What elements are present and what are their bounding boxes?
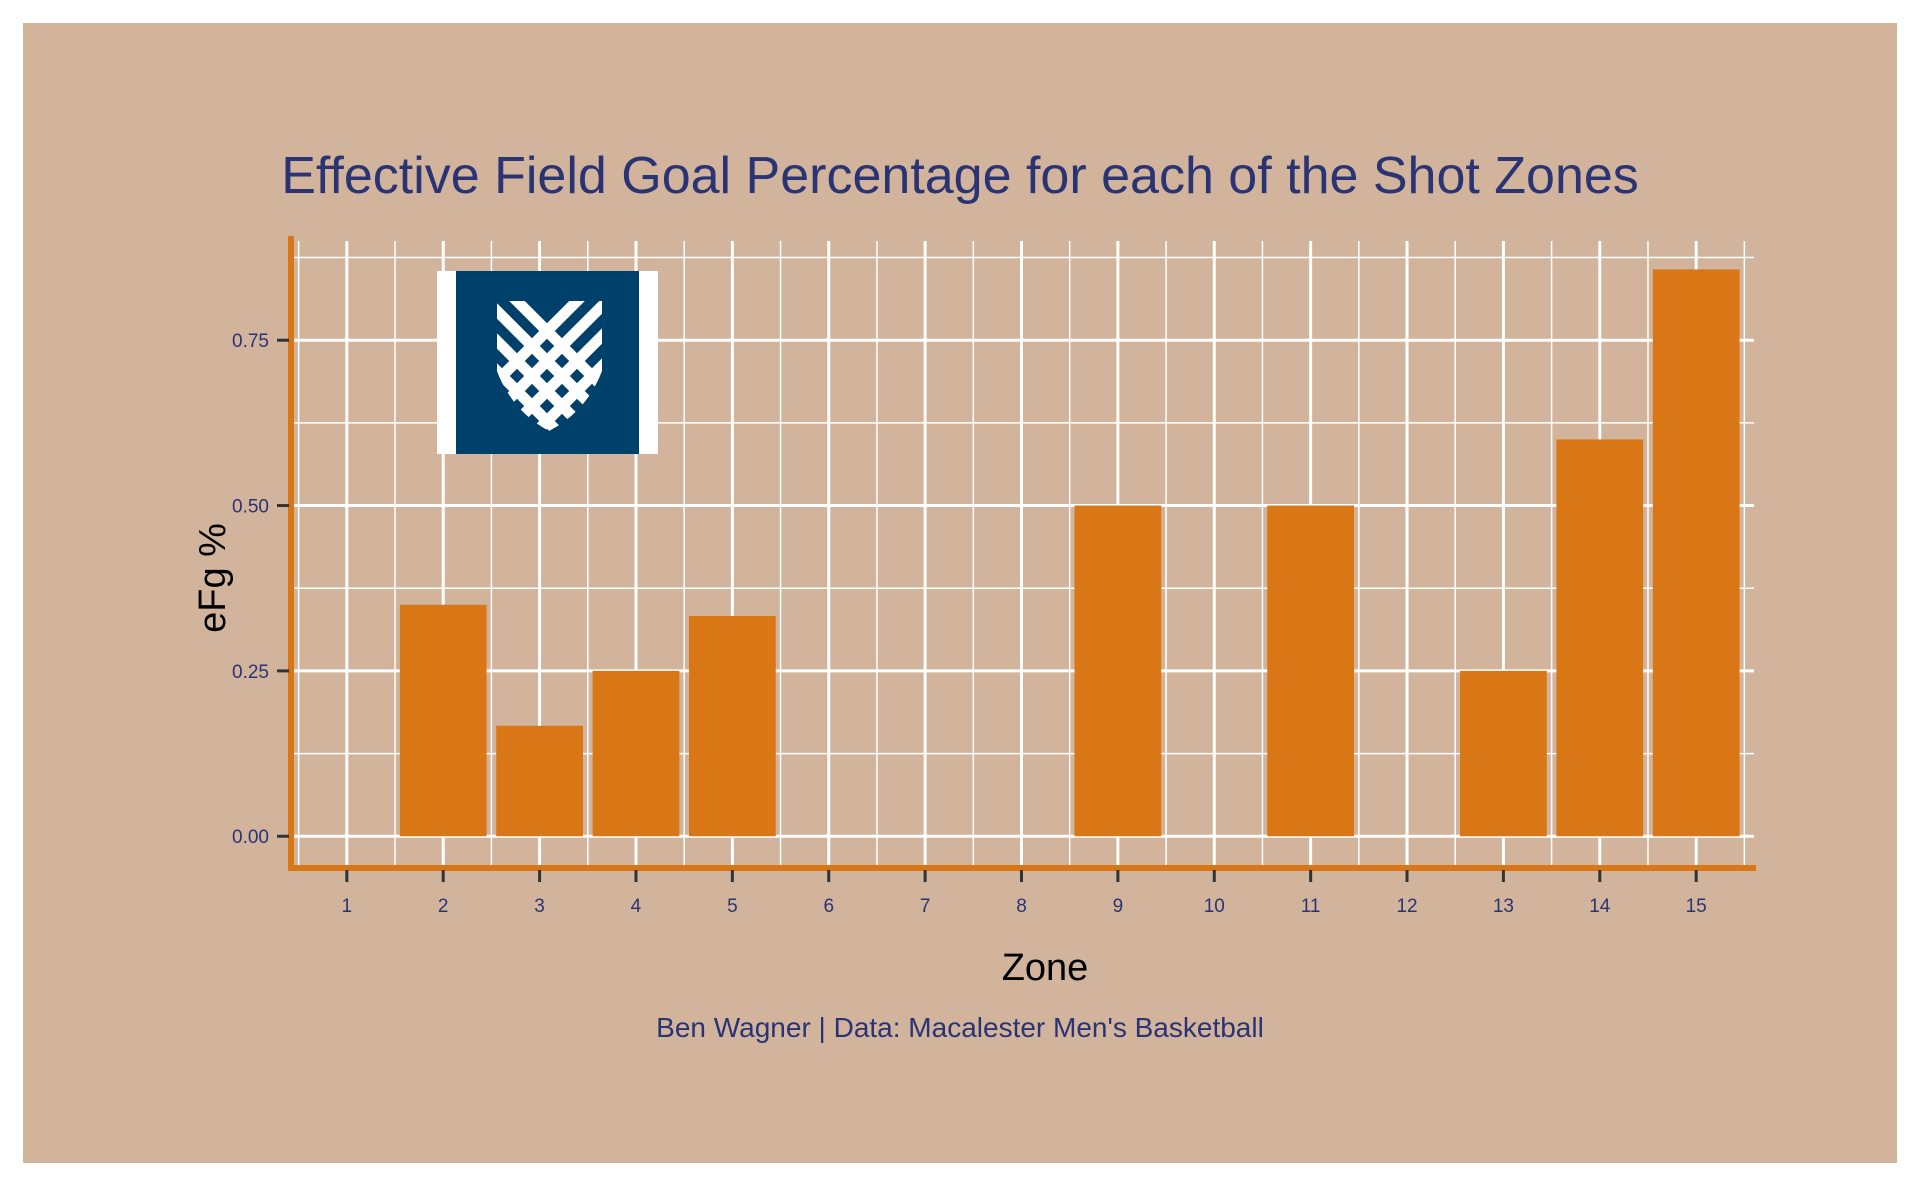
x-tick-label: 4 [631,896,642,917]
y-axis-title: eFg % [192,523,234,633]
y-tick-label: 0.75 [232,331,269,352]
bar-zone-15 [1652,269,1740,837]
chart-caption: Ben Wagner | Data: Macalester Men's Bask… [656,1012,1264,1043]
x-tick-label: 3 [534,896,545,917]
x-tick-label: 1 [342,896,353,917]
x-tick-label: 5 [727,896,738,917]
x-tick-label: 7 [920,896,931,917]
chart-panel: Effective Field Goal Percentage for each… [23,23,1897,1163]
x-tick-label: 14 [1589,896,1611,917]
bar-zone-14 [1556,439,1644,837]
bars-layer [399,269,1740,837]
axes-layer [288,236,1756,871]
bar-zone-2 [399,604,487,837]
x-tick-label: 10 [1204,896,1225,917]
chart-title: Effective Field Goal Percentage for each… [281,147,1639,205]
x-tick-label: 12 [1396,896,1417,917]
x-tick-label: 15 [1686,896,1707,917]
y-tick-label: 0.00 [232,827,269,848]
bar-zone-13 [1460,670,1547,837]
chart-svg: Effective Field Goal Percentage for each… [192,147,1756,1043]
x-ticks-layer: 1 2 3 4 5 6 7 8 9 10 11 12 13 14 15 [342,870,1707,917]
x-tick-label: 8 [1016,896,1027,917]
bar-zone-3 [496,725,583,837]
x-axis-title: Zone [1002,947,1089,989]
bar-zone-9 [1074,505,1162,837]
bar-zone-11 [1267,505,1355,837]
x-tick-label: 11 [1301,896,1321,917]
y-ticks-layer: 0.00 0.25 0.50 0.75 [232,331,289,848]
y-tick-label: 0.50 [232,497,269,518]
bar-zone-5 [688,616,776,837]
x-tick-label: 2 [438,896,449,917]
y-tick-label: 0.25 [232,662,269,683]
bar-zone-4 [592,670,680,837]
x-tick-label: 9 [1113,896,1124,917]
x-tick-label: 6 [823,896,834,917]
x-tick-label: 13 [1493,896,1514,917]
macalester-shield-logo [437,271,658,454]
